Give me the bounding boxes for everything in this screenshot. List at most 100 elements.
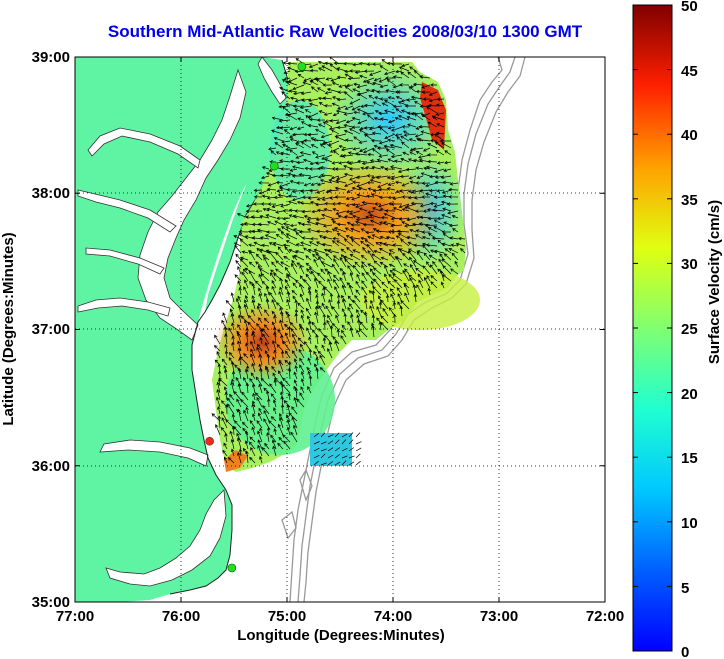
velocity-vector [291, 290, 298, 296]
velocity-vector [373, 278, 382, 289]
velocity-vector [296, 398, 305, 408]
velocity-vector [350, 227, 361, 233]
velocity-vector [362, 77, 375, 83]
velocity-vector [451, 214, 459, 219]
map-title: Southern Mid-Atlantic Raw Velocities 200… [107, 22, 583, 41]
velocity-vector [316, 229, 326, 234]
velocity-vector [427, 287, 431, 296]
velocity-vector [327, 461, 334, 466]
velocity-vector [267, 220, 277, 226]
velocity-vector [302, 81, 312, 86]
velocity-vector [322, 121, 333, 128]
velocity-vector [244, 331, 249, 345]
velocity-vector [307, 123, 319, 128]
velocity-vector [426, 106, 438, 114]
velocity-vector [292, 84, 305, 91]
velocity-vector [291, 174, 305, 178]
velocity-vector [322, 321, 327, 331]
velocity-vector [434, 141, 445, 149]
velocity-vector [321, 154, 333, 160]
velocity-vector [320, 441, 327, 445]
velocity-vector [344, 227, 354, 233]
velocity-vector [341, 433, 348, 438]
velocity-vector [322, 313, 327, 324]
velocity-vector [307, 315, 312, 324]
high-speed-core-south [214, 302, 310, 382]
velocity-vector [244, 279, 249, 289]
velocity-vector [440, 281, 445, 289]
velocity-vector [414, 113, 424, 121]
velocity-vector [412, 284, 417, 296]
velocity-vector [293, 358, 298, 366]
velocity-vector [421, 195, 430, 199]
velocity-vector [312, 253, 319, 261]
radar-site-marker [297, 62, 307, 71]
velocity-vector [380, 321, 389, 331]
velocity-vector [309, 80, 319, 86]
velocity-vector [292, 228, 305, 233]
velocity-vector [291, 259, 298, 268]
velocity-vector [230, 292, 235, 303]
velocity-vector [268, 420, 277, 429]
velocity-vector [407, 250, 417, 261]
velocity-vector [351, 105, 361, 111]
velocity-vector [365, 215, 375, 219]
colorbar-tick-label: 35 [681, 192, 698, 209]
velocity-vector [404, 268, 410, 275]
pamlico-sound [105, 489, 227, 587]
velocity-vector [407, 123, 417, 128]
velocity-vector [282, 216, 291, 221]
velocity-vector [286, 313, 291, 324]
velocity-vector [292, 255, 298, 261]
velocity-vector [316, 118, 326, 122]
velocity-vector [417, 154, 431, 159]
velocity-vector [306, 217, 319, 221]
velocity-vector [310, 182, 319, 187]
velocity-vector [331, 228, 340, 233]
map-plot-area [74, 56, 606, 603]
velocity-vector [401, 195, 410, 199]
velocity-vector [380, 315, 389, 324]
velocity-vector [307, 248, 319, 254]
velocity-vector [307, 386, 312, 394]
velocity-vector [387, 96, 396, 100]
velocity-vector [269, 383, 277, 394]
velocity-vector [342, 271, 347, 282]
velocity-vector [443, 168, 452, 172]
velocity-vector [348, 161, 361, 166]
velocity-vector [332, 96, 340, 100]
velocity-vector [325, 305, 333, 317]
velocity-vector [224, 391, 228, 401]
velocity-vector [340, 248, 347, 254]
velocity-vector [356, 329, 361, 338]
velocity-vector [428, 254, 438, 261]
velocity-vector [422, 265, 431, 275]
velocity-vector [331, 102, 340, 107]
velocity-vector [425, 182, 438, 188]
velocity-vector [280, 334, 284, 345]
velocity-vector [262, 405, 270, 415]
velocity-vector [255, 253, 263, 261]
radar-site-marker [205, 436, 214, 446]
velocity-vectors [211, 57, 466, 466]
velocity-vector [421, 181, 431, 186]
velocity-vector [385, 89, 396, 93]
colorbar-tick-label: 20 [681, 386, 698, 403]
velocity-vector [251, 426, 256, 436]
velocity-vector [355, 460, 361, 466]
velocity-vector [222, 449, 228, 457]
velocity-vector [221, 410, 228, 422]
velocity-vector [259, 248, 270, 254]
velocity-vector [251, 309, 256, 317]
velocity-vector [338, 161, 347, 165]
velocity-vector [407, 158, 417, 163]
velocity-vector [231, 341, 235, 352]
velocity-vector [324, 61, 333, 66]
velocity-vector [348, 284, 354, 296]
velocity-vector [281, 140, 291, 144]
velocity-vector [352, 214, 361, 219]
velocity-vector [369, 178, 382, 184]
velocity-vector [253, 195, 263, 199]
velocity-vector [419, 203, 431, 208]
x-axis: 77:00 76:00 75:00 74:00 73:00 72:00 Long… [56, 608, 624, 644]
